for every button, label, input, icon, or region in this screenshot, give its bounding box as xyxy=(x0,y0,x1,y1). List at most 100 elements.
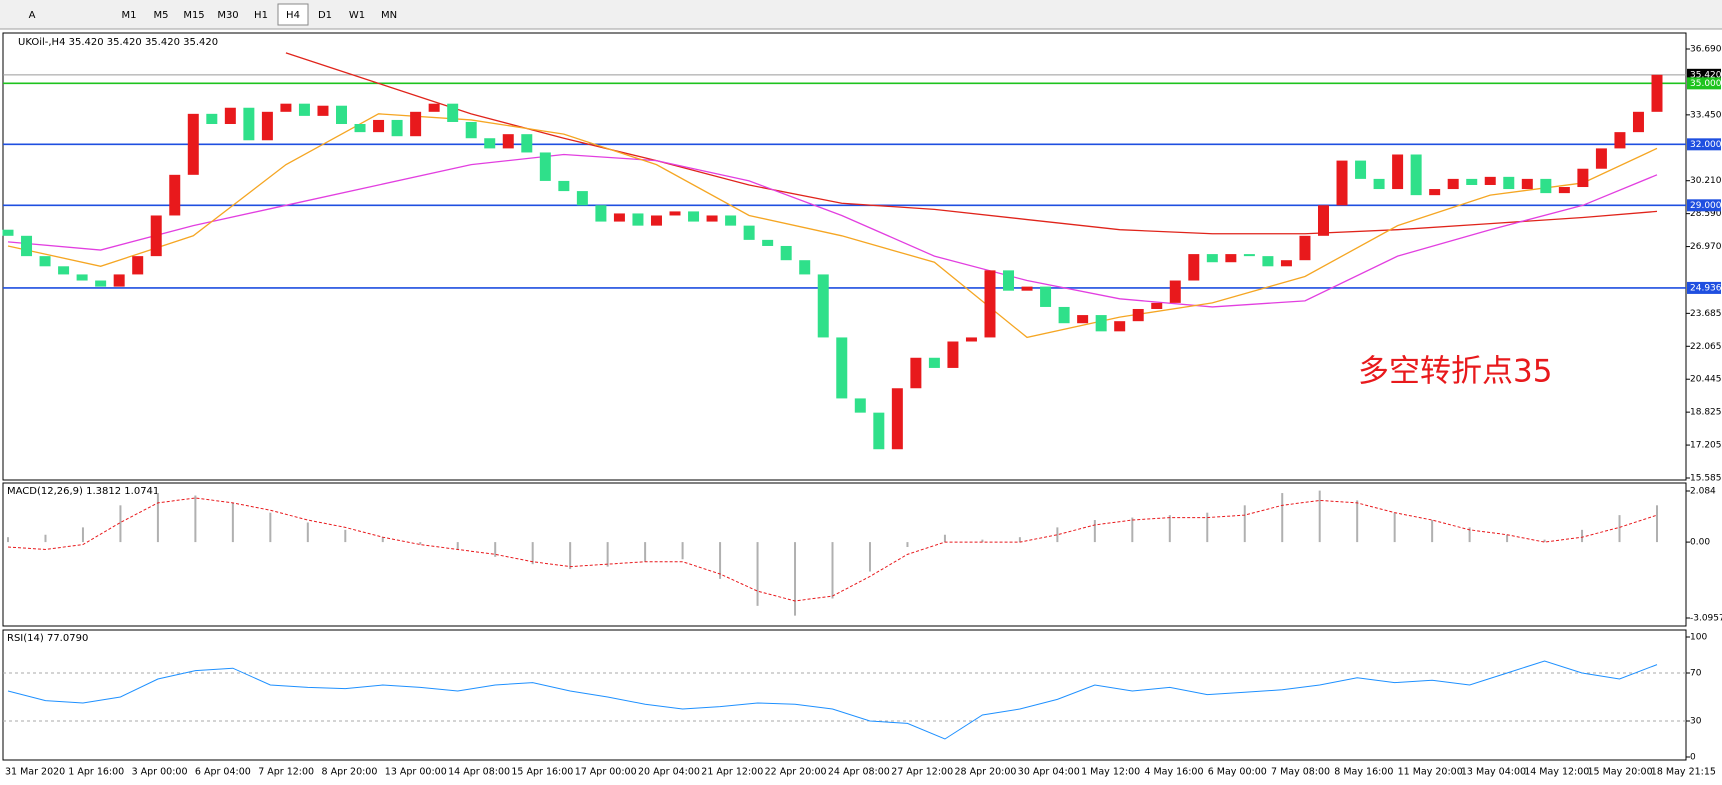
level-tag xyxy=(1687,199,1721,212)
x-tick-label: 1 Apr 16:00 xyxy=(68,767,124,778)
candle xyxy=(817,274,829,338)
x-tick-label: 14 Apr 08:00 xyxy=(448,767,510,778)
candle xyxy=(1095,315,1107,332)
candle xyxy=(762,239,774,246)
annotation: 多空转折点35 xyxy=(1358,354,1552,390)
x-tick-label: 13 Apr 00:00 xyxy=(385,767,447,778)
candle xyxy=(336,105,348,125)
candle xyxy=(484,138,496,149)
candle xyxy=(947,341,959,368)
x-tick-label: 3 Apr 00:00 xyxy=(132,767,188,778)
candle xyxy=(224,107,236,125)
candle xyxy=(1355,160,1367,179)
x-tick-label: 30 Apr 04:00 xyxy=(1018,767,1080,778)
candle xyxy=(1058,306,1070,324)
symbol-header: UKOil-,H4 35.420 35.420 35.420 35.420 xyxy=(18,37,218,48)
candle xyxy=(1466,178,1478,185)
macd-signal xyxy=(7,497,1658,602)
y-tick-label: 22.065 xyxy=(1690,342,1722,352)
x-tick-label: 31 Mar 2020 xyxy=(5,767,65,778)
candle xyxy=(150,215,162,257)
x-tick-label: 15 May 20:00 xyxy=(1588,767,1653,778)
candle xyxy=(706,215,718,222)
candle xyxy=(650,215,662,226)
y-tick-label: 33.450 xyxy=(1690,110,1722,120)
y-tick-label: 70 xyxy=(1690,669,1702,679)
candle xyxy=(1392,154,1404,190)
level-tag xyxy=(1687,77,1721,90)
x-tick-label: 17 Apr 00:00 xyxy=(575,767,637,778)
candle xyxy=(391,119,403,137)
x-tick-label: 21 Apr 12:00 xyxy=(701,767,763,778)
y-tick-label: 28.590 xyxy=(1690,209,1722,219)
candle xyxy=(243,107,255,141)
x-tick-label: 15 Apr 16:00 xyxy=(511,767,573,778)
candle xyxy=(836,337,848,399)
x-tick-label: 6 Apr 04:00 xyxy=(195,767,251,778)
x-tick-label: 14 May 12:00 xyxy=(1524,767,1589,778)
candle xyxy=(21,235,33,257)
candle xyxy=(1577,168,1589,188)
toolbar-button[interactable]: M5 xyxy=(154,10,169,21)
candle xyxy=(1132,308,1144,322)
candle xyxy=(595,205,607,222)
candle xyxy=(206,113,218,125)
x-tick-label: 22 Apr 20:00 xyxy=(765,767,827,778)
candle xyxy=(447,103,459,122)
candle xyxy=(58,266,70,275)
toolbar-button[interactable]: H4 xyxy=(286,10,300,21)
candle xyxy=(799,260,811,275)
candle xyxy=(261,111,273,141)
toolbar-button[interactable]: M30 xyxy=(217,10,238,21)
candle xyxy=(428,103,440,112)
y-tick-label: 0 xyxy=(1690,753,1696,763)
x-tick-label: 24 Apr 08:00 xyxy=(828,767,890,778)
toolbar-button[interactable]: H1 xyxy=(254,10,268,21)
candle xyxy=(576,191,588,206)
toolbar-button[interactable]: A xyxy=(29,10,36,21)
candle xyxy=(1595,148,1607,169)
y-tick-label: -3.0957 xyxy=(1690,614,1722,624)
x-tick-label: 20 Apr 04:00 xyxy=(638,767,700,778)
candle xyxy=(632,213,644,226)
toolbar-button[interactable]: W1 xyxy=(349,10,365,21)
toolbar-button[interactable]: M15 xyxy=(183,10,204,21)
candle xyxy=(1077,315,1089,324)
candle xyxy=(725,215,737,226)
candle xyxy=(1151,302,1163,309)
candle xyxy=(669,211,681,216)
x-tick-label: 1 May 12:00 xyxy=(1081,767,1140,778)
toolbar-button[interactable]: MN xyxy=(381,10,397,21)
candle xyxy=(373,119,385,133)
main-panel xyxy=(2,32,1687,481)
candle xyxy=(1447,178,1459,190)
candle xyxy=(39,256,51,267)
candle xyxy=(1021,286,1033,291)
rsi-line xyxy=(7,660,1658,740)
x-tick-label: 7 May 08:00 xyxy=(1271,767,1330,778)
x-tick-label: 7 Apr 12:00 xyxy=(258,767,314,778)
moving-average xyxy=(7,153,1658,308)
candle xyxy=(317,105,329,116)
candle xyxy=(1484,176,1496,185)
y-tick-label: 18.825 xyxy=(1690,408,1722,418)
candle xyxy=(95,280,107,287)
toolbar-button[interactable]: D1 xyxy=(318,10,332,21)
level-label: 35.420 xyxy=(1690,70,1722,80)
level-label: 32.000 xyxy=(1690,140,1722,150)
y-tick-label: 36.690 xyxy=(1690,45,1722,55)
candle xyxy=(1521,178,1533,190)
toolbar-button[interactable]: M1 xyxy=(122,10,137,21)
candle xyxy=(910,357,922,389)
candle xyxy=(539,152,551,181)
candle xyxy=(1262,256,1274,267)
x-tick-label: 11 May 20:00 xyxy=(1398,767,1463,778)
candle xyxy=(521,134,533,153)
candle xyxy=(354,124,366,133)
rsi-panel xyxy=(2,629,1687,761)
x-tick-label: 4 May 16:00 xyxy=(1144,767,1203,778)
y-tick-label: 0.00 xyxy=(1690,538,1710,548)
candle xyxy=(613,213,625,222)
rsi-header: RSI(14) 77.0790 xyxy=(7,633,88,644)
